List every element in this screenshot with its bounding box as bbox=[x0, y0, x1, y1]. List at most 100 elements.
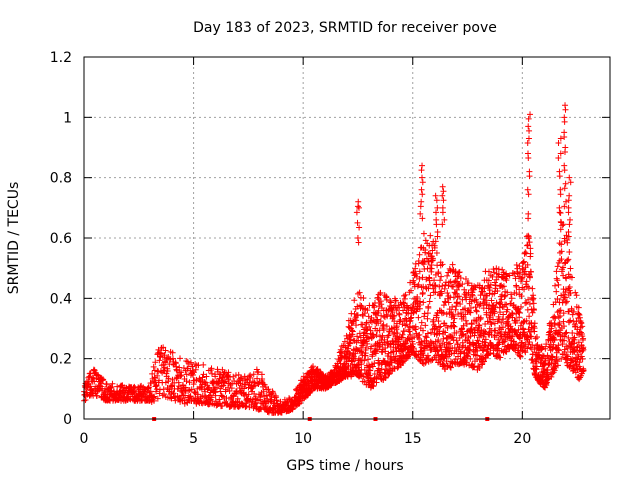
data-point bbox=[444, 290, 451, 297]
data-point bbox=[397, 342, 404, 349]
data-point bbox=[392, 353, 399, 360]
data-point bbox=[511, 338, 518, 345]
data-point bbox=[459, 281, 466, 288]
data-point bbox=[183, 371, 190, 378]
data-point bbox=[558, 248, 565, 255]
data-point bbox=[477, 314, 484, 321]
data-point bbox=[457, 300, 464, 307]
data-point bbox=[568, 274, 575, 281]
data-point bbox=[250, 371, 257, 378]
data-point bbox=[429, 257, 436, 264]
data-point bbox=[433, 250, 440, 257]
data-point bbox=[395, 310, 402, 317]
data-point bbox=[560, 221, 567, 228]
data-point bbox=[506, 272, 513, 279]
data-point bbox=[500, 339, 507, 346]
data-point bbox=[573, 292, 580, 299]
data-point bbox=[383, 323, 390, 330]
data-point bbox=[473, 317, 480, 324]
data-point bbox=[381, 339, 388, 346]
data-point bbox=[572, 322, 579, 329]
data-point bbox=[194, 391, 201, 398]
data-point bbox=[525, 233, 532, 240]
data-point bbox=[484, 318, 491, 325]
data-point bbox=[418, 319, 425, 326]
data-point bbox=[562, 106, 569, 113]
data-point bbox=[561, 185, 568, 192]
data-point bbox=[434, 204, 441, 211]
data-point bbox=[512, 275, 519, 282]
data-point bbox=[561, 294, 568, 301]
data-point bbox=[216, 396, 223, 403]
data-point bbox=[558, 241, 565, 248]
data-point bbox=[162, 359, 169, 366]
data-point bbox=[98, 380, 105, 387]
data-point bbox=[519, 339, 526, 346]
data-point bbox=[482, 342, 489, 349]
data-point bbox=[190, 381, 197, 388]
data-point bbox=[401, 328, 408, 335]
data-point bbox=[526, 339, 533, 346]
data-point bbox=[572, 289, 579, 296]
data-point bbox=[439, 282, 446, 289]
data-point bbox=[458, 310, 465, 317]
data-point bbox=[392, 344, 399, 351]
data-point bbox=[402, 322, 409, 329]
data-point bbox=[466, 309, 473, 316]
data-point bbox=[263, 392, 270, 399]
x-axis-label: GPS time / hours bbox=[286, 458, 403, 474]
data-point bbox=[438, 288, 445, 295]
data-point bbox=[575, 304, 582, 311]
data-point bbox=[412, 265, 419, 272]
data-point bbox=[385, 332, 392, 339]
data-point bbox=[441, 298, 448, 305]
data-point bbox=[355, 337, 362, 344]
data-point bbox=[393, 326, 400, 333]
data-point bbox=[342, 344, 349, 351]
data-point bbox=[514, 270, 521, 277]
data-point bbox=[528, 268, 535, 275]
data-point bbox=[420, 230, 427, 237]
axis-ticks: 0 0.2 0.4 0.6 0.8 1 1.2 0 5 10 15 20 bbox=[50, 50, 610, 447]
data-point bbox=[554, 296, 561, 303]
data-point bbox=[169, 349, 176, 356]
data-point bbox=[424, 310, 431, 317]
data-point bbox=[433, 314, 440, 321]
data-point bbox=[547, 328, 554, 335]
data-point bbox=[452, 306, 459, 313]
data-point bbox=[504, 306, 511, 313]
data-point bbox=[555, 139, 562, 146]
data-point bbox=[364, 340, 371, 347]
data-point bbox=[89, 389, 96, 396]
data-point bbox=[471, 283, 478, 290]
data-point bbox=[525, 191, 532, 198]
data-point bbox=[100, 376, 107, 383]
data-point bbox=[370, 333, 377, 340]
data-point bbox=[580, 335, 587, 342]
data-point bbox=[432, 282, 439, 289]
data-point bbox=[569, 311, 576, 318]
data-point bbox=[560, 310, 567, 317]
data-point bbox=[407, 315, 414, 322]
data-point bbox=[376, 343, 383, 350]
data-point bbox=[450, 323, 457, 330]
data-point bbox=[525, 123, 532, 130]
data-point bbox=[536, 352, 543, 359]
data-point bbox=[168, 395, 175, 402]
data-point bbox=[354, 333, 361, 340]
data-point bbox=[435, 318, 442, 325]
data-point bbox=[158, 350, 165, 357]
data-point bbox=[473, 308, 480, 315]
data-point bbox=[557, 150, 564, 157]
data-point bbox=[378, 366, 385, 373]
data-point bbox=[419, 179, 426, 186]
data-point bbox=[525, 155, 532, 162]
data-point bbox=[415, 314, 422, 321]
y-tick-label: 0.6 bbox=[50, 231, 72, 247]
data-point bbox=[524, 242, 531, 249]
data-point bbox=[480, 296, 487, 303]
data-point bbox=[576, 347, 583, 354]
data-point bbox=[249, 378, 256, 385]
